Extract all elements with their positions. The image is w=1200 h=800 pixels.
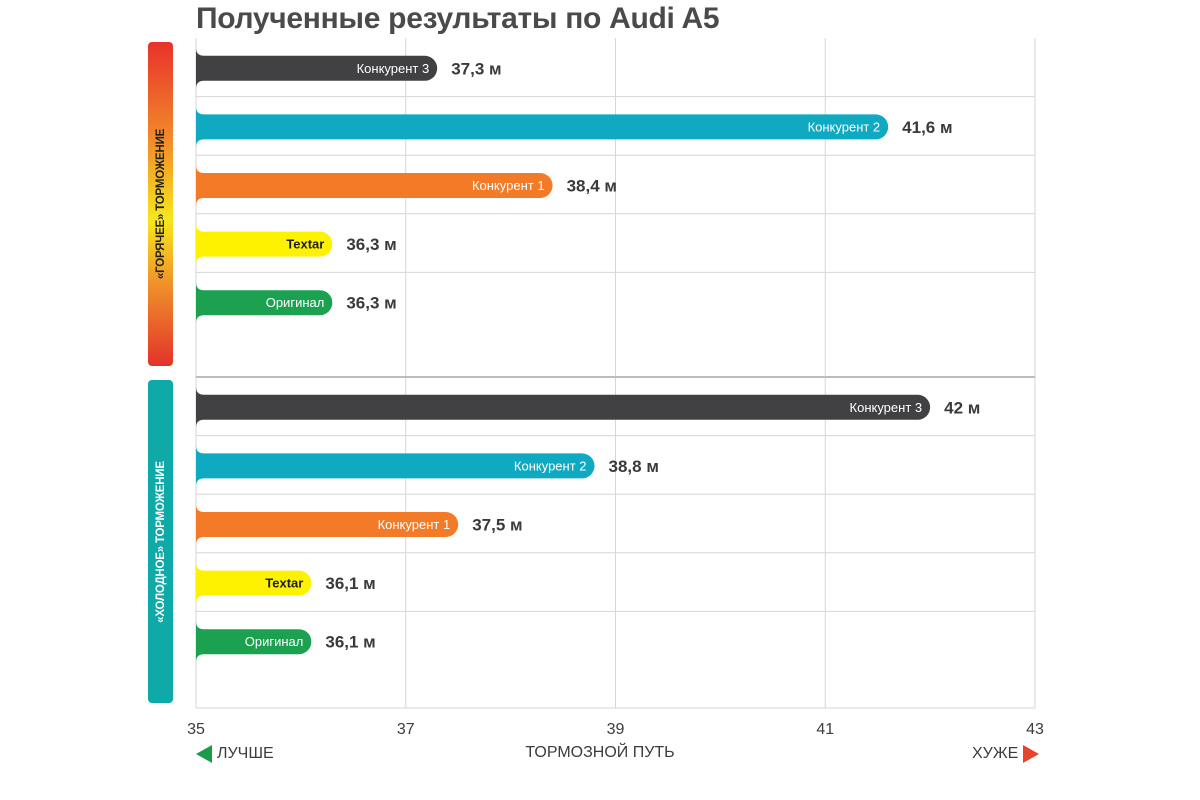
- bar-category-label: Конкурент 1: [472, 178, 545, 193]
- bar-value-label: 41,6 м: [902, 118, 952, 137]
- bar-category-label: Textar: [265, 576, 303, 591]
- bar-value-label: 37,3 м: [451, 59, 501, 78]
- bar-category-label: Конкурент 3: [850, 400, 923, 415]
- bar-category-label: Конкурент 2: [808, 119, 881, 134]
- bar: [196, 562, 312, 604]
- hot-braking-group-band: «ГОРЯЧЕЕ» ТОРМОЖЕНИЕ: [148, 42, 173, 366]
- bar: [196, 223, 333, 265]
- x-axis-label: ТОРМОЗНОЙ ПУТЬ: [525, 744, 675, 761]
- bar: [196, 106, 889, 148]
- worse-label: ХУЖЕ: [972, 745, 1019, 762]
- bar-value-label: 36,1 м: [325, 574, 375, 593]
- x-tick-label: 43: [1026, 721, 1044, 738]
- bar-value-label: 36,3 м: [346, 235, 396, 254]
- bar: [196, 621, 312, 663]
- bar: [196, 282, 333, 324]
- bar: [196, 165, 553, 206]
- x-tick-label: 35: [187, 721, 205, 738]
- bar: [196, 47, 438, 89]
- better-direction-indicator: ЛУЧШЕ: [196, 745, 274, 763]
- bar: [196, 386, 931, 428]
- bar: [196, 445, 595, 487]
- bar-value-label: 36,1 м: [325, 633, 375, 652]
- arrow-right-icon: [1023, 745, 1040, 763]
- bar-value-label: 37,5 м: [472, 516, 522, 535]
- arrow-left-icon: [196, 745, 212, 763]
- bar-value-label: 42 м: [944, 398, 980, 417]
- bar: [196, 504, 459, 545]
- bar-category-label: Конкурент 2: [514, 458, 587, 473]
- chart-title: Полученные результаты по Audi A5: [196, 2, 720, 35]
- better-label: ЛУЧШЕ: [217, 745, 274, 762]
- worse-direction-indicator: ХУЖЕ: [972, 745, 1040, 763]
- bar-value-label: 36,3 м: [346, 294, 396, 313]
- cold-braking-group-band: «ХОЛОДНОЕ» ТОРМОЖЕНИЕ: [148, 380, 173, 703]
- x-tick-label: 41: [816, 721, 834, 738]
- bar-value-label: 38,8 м: [609, 457, 659, 476]
- x-tick-label: 37: [397, 721, 415, 738]
- bar-value-label: 38,4 м: [567, 177, 617, 196]
- bar-category-label: Конкурент 3: [357, 61, 430, 76]
- x-tick-label: 39: [607, 721, 625, 738]
- bar-category-label: Textar: [286, 237, 324, 252]
- bar-category-label: Оригинал: [266, 295, 325, 310]
- bar-category-label: Оригинал: [245, 634, 304, 649]
- bar-category-label: Конкурент 1: [378, 517, 451, 532]
